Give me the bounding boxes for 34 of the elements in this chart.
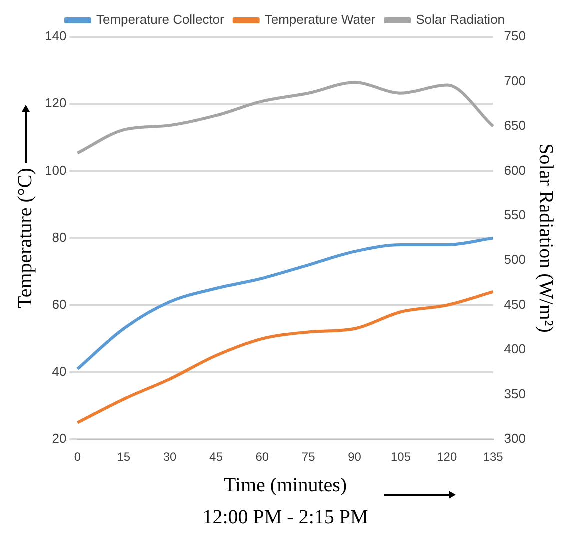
y-axis-title: Temperature (°C) xyxy=(14,168,36,309)
x-tick-label: 15 xyxy=(117,450,131,464)
x-axis-title: Time (minutes) xyxy=(224,474,348,496)
x-tick-label: 45 xyxy=(210,450,224,464)
y2-tick-label: 600 xyxy=(504,162,526,178)
x-tick-label: 0 xyxy=(74,450,82,464)
x-tick-label: 120 xyxy=(437,450,458,464)
y-tick-label: 140 xyxy=(44,28,67,44)
y2-axis-title: Solar Radiation (W/m²) xyxy=(534,144,557,333)
x-tick-label: 60 xyxy=(256,450,270,464)
y2-tick-label: 450 xyxy=(504,296,526,312)
y-tick-label: 120 xyxy=(44,96,67,111)
y2-tick-label: 500 xyxy=(504,252,526,268)
y2-tick-label: 350 xyxy=(504,386,526,402)
y2-tick-label: 650 xyxy=(504,118,526,134)
legend-label: Solar Radiation xyxy=(416,12,506,28)
y-tick-label: 60 xyxy=(52,296,67,312)
y-tick-label: 20 xyxy=(52,431,67,446)
y-tick-label: 40 xyxy=(52,364,67,380)
x-tick-label: 30 xyxy=(163,450,178,464)
legend-label: Temperature Collector xyxy=(96,12,226,28)
y2-tick-label: 750 xyxy=(504,28,526,44)
x-tick-label: 75 xyxy=(302,450,316,464)
y-tick-label: 80 xyxy=(52,230,67,245)
x-tick-label: 135 xyxy=(483,450,504,464)
legend-label: Temperature Water xyxy=(264,12,376,28)
x-tick-label: 90 xyxy=(348,450,362,464)
x-tick-label: 105 xyxy=(390,450,412,464)
y2-tick-label: 400 xyxy=(504,342,526,357)
y2-tick-label: 550 xyxy=(504,208,526,223)
y-tick-label: 100 xyxy=(44,162,67,178)
y2-tick-label: 300 xyxy=(504,431,526,446)
y2-tick-label: 700 xyxy=(504,73,526,88)
text: 12:00 PM - 2:15 PM xyxy=(202,506,369,528)
